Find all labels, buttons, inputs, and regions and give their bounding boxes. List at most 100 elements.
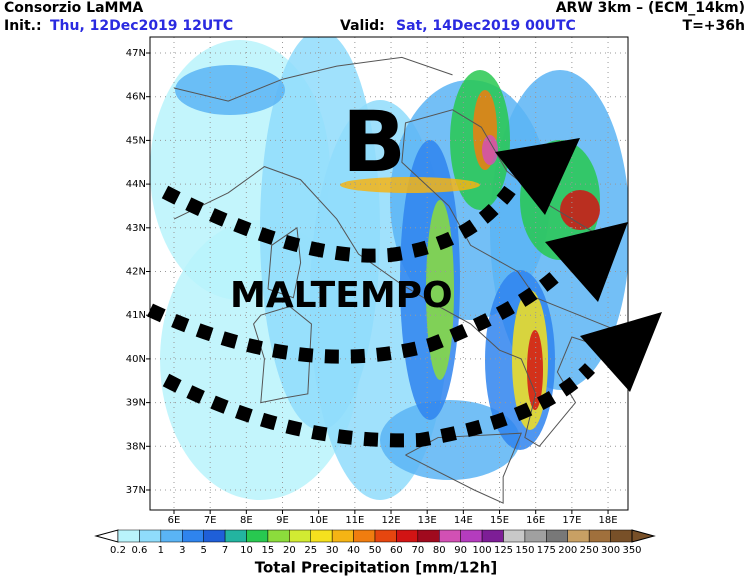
colorbar-label: 150: [515, 545, 534, 556]
arrow-heads: [495, 138, 662, 392]
colorbar-box: [524, 529, 547, 543]
colorbar-box: [267, 529, 290, 543]
border: [173, 56, 453, 102]
colorbar-label: 60: [390, 545, 403, 556]
coastline: [267, 226, 302, 299]
model: ARW 3km – (ECM_14km): [556, 0, 745, 16]
colorbar-label: 7: [222, 545, 228, 556]
coastline: [405, 432, 522, 504]
colorbar-label: 100: [473, 545, 492, 556]
lon-label: 8E: [240, 515, 253, 526]
lat-label: 41N: [126, 310, 146, 321]
colorbar-title: Total Precipitation [mm/12h]: [255, 559, 498, 577]
colorbar-box: [374, 529, 397, 543]
colorbar-box: [139, 529, 162, 543]
colorbar-label: 10: [240, 545, 253, 556]
init-time: Thu, 12Dec2019 12UTC: [50, 18, 233, 34]
lat-label: 37N: [126, 485, 146, 496]
colorbar-box: [331, 529, 354, 543]
lon-label: 7E: [204, 515, 217, 526]
low-label: B: [342, 93, 406, 191]
colorbar-box: [117, 529, 140, 543]
colorbar-box: [310, 529, 333, 543]
arrows: [147, 185, 596, 448]
colorbar-label: 5: [200, 545, 206, 556]
colorbar-label: 200: [558, 545, 577, 556]
precip-area: [560, 190, 600, 230]
colorbar-label: 3: [179, 545, 185, 556]
title: Consorzio LaMMA: [4, 0, 143, 16]
colorbar-box: [353, 529, 376, 543]
colorbar-high-end: [631, 529, 656, 543]
lon-label: 6E: [168, 515, 181, 526]
valid-label: Valid:: [340, 18, 385, 34]
lat-label: 38N: [126, 441, 146, 452]
lon-label: 13E: [418, 515, 437, 526]
colorbar-box: [567, 529, 590, 543]
lat-label: 42N: [126, 267, 146, 278]
precip-area: [527, 330, 543, 410]
colorbar-label: 0.2: [110, 545, 126, 556]
colorbar-box: [289, 529, 312, 543]
map-frame: [149, 36, 629, 511]
colorbar-label: 350: [622, 545, 641, 556]
colorbar: 0.2 0.6 1 3 5 7 10 15 20 25 30 40 50 60 70 80 90 100 125 15…: [94, 529, 656, 556]
colorbar-box: [588, 529, 611, 543]
lon-label: 10E: [309, 515, 328, 526]
warning-label: MALTEMPO: [230, 275, 453, 316]
lon-label: 11E: [345, 515, 364, 526]
colorbar-box: [460, 529, 483, 543]
colorbar-box: [203, 529, 226, 543]
colorbar-label: 125: [494, 545, 513, 556]
lon-label: 18E: [599, 515, 618, 526]
colorbar-box: [546, 529, 568, 543]
precip-area: [482, 135, 498, 165]
colorbar-box: [160, 529, 183, 543]
colorbar-box: [439, 529, 461, 543]
colorbar-label: 40: [347, 545, 360, 556]
colorbar-label: 70: [411, 545, 424, 556]
colorbar-box: [481, 529, 504, 543]
lat-label: 46N: [126, 92, 146, 103]
colorbar-label: 80: [433, 545, 446, 556]
colorbar-box: [246, 529, 269, 543]
lat-label: 47N: [126, 48, 146, 59]
colorbar-label: 90: [454, 545, 467, 556]
lon-label: 9E: [276, 515, 289, 526]
lon-label: 15E: [490, 515, 509, 526]
coastline: [173, 109, 627, 447]
colorbar-label: 175: [537, 545, 556, 556]
precip-area: [175, 65, 285, 115]
lat-label: 45N: [126, 135, 146, 146]
colorbar-label: 15: [262, 545, 275, 556]
colorbar-label: 30: [326, 545, 339, 556]
lat-label: 44N: [126, 179, 146, 190]
lat-label: 39N: [126, 398, 146, 409]
lead-time: T=+36h: [683, 18, 745, 34]
colorbar-label: 50: [369, 545, 382, 556]
colorbar-box: [417, 529, 440, 543]
lon-label: 17E: [562, 515, 581, 526]
colorbar-box: [224, 529, 247, 543]
colorbar-label: 0.6: [131, 545, 147, 556]
colorbar-label: 300: [601, 545, 620, 556]
colorbar-label: 25: [304, 545, 317, 556]
lat-label: 43N: [126, 223, 146, 234]
lon-label: 12E: [381, 515, 400, 526]
precip-area: [340, 177, 480, 193]
colorbar-label: 1: [158, 545, 164, 556]
colorbar-box: [503, 529, 526, 543]
colorbar-box: [396, 529, 419, 543]
colorbar-box: [610, 529, 633, 543]
init-label: Init.:: [4, 18, 42, 34]
lon-label: 14E: [454, 515, 473, 526]
valid-time: Sat, 14Dec2019 00UTC: [396, 18, 576, 34]
colorbar-label: 20: [283, 545, 296, 556]
colorbar-box: [182, 529, 204, 543]
lat-label: 40N: [126, 354, 146, 365]
colorbar-low-end: [94, 529, 119, 543]
lon-label: 16E: [526, 515, 545, 526]
coastline: [253, 305, 312, 404]
colorbar-label: 250: [580, 545, 599, 556]
